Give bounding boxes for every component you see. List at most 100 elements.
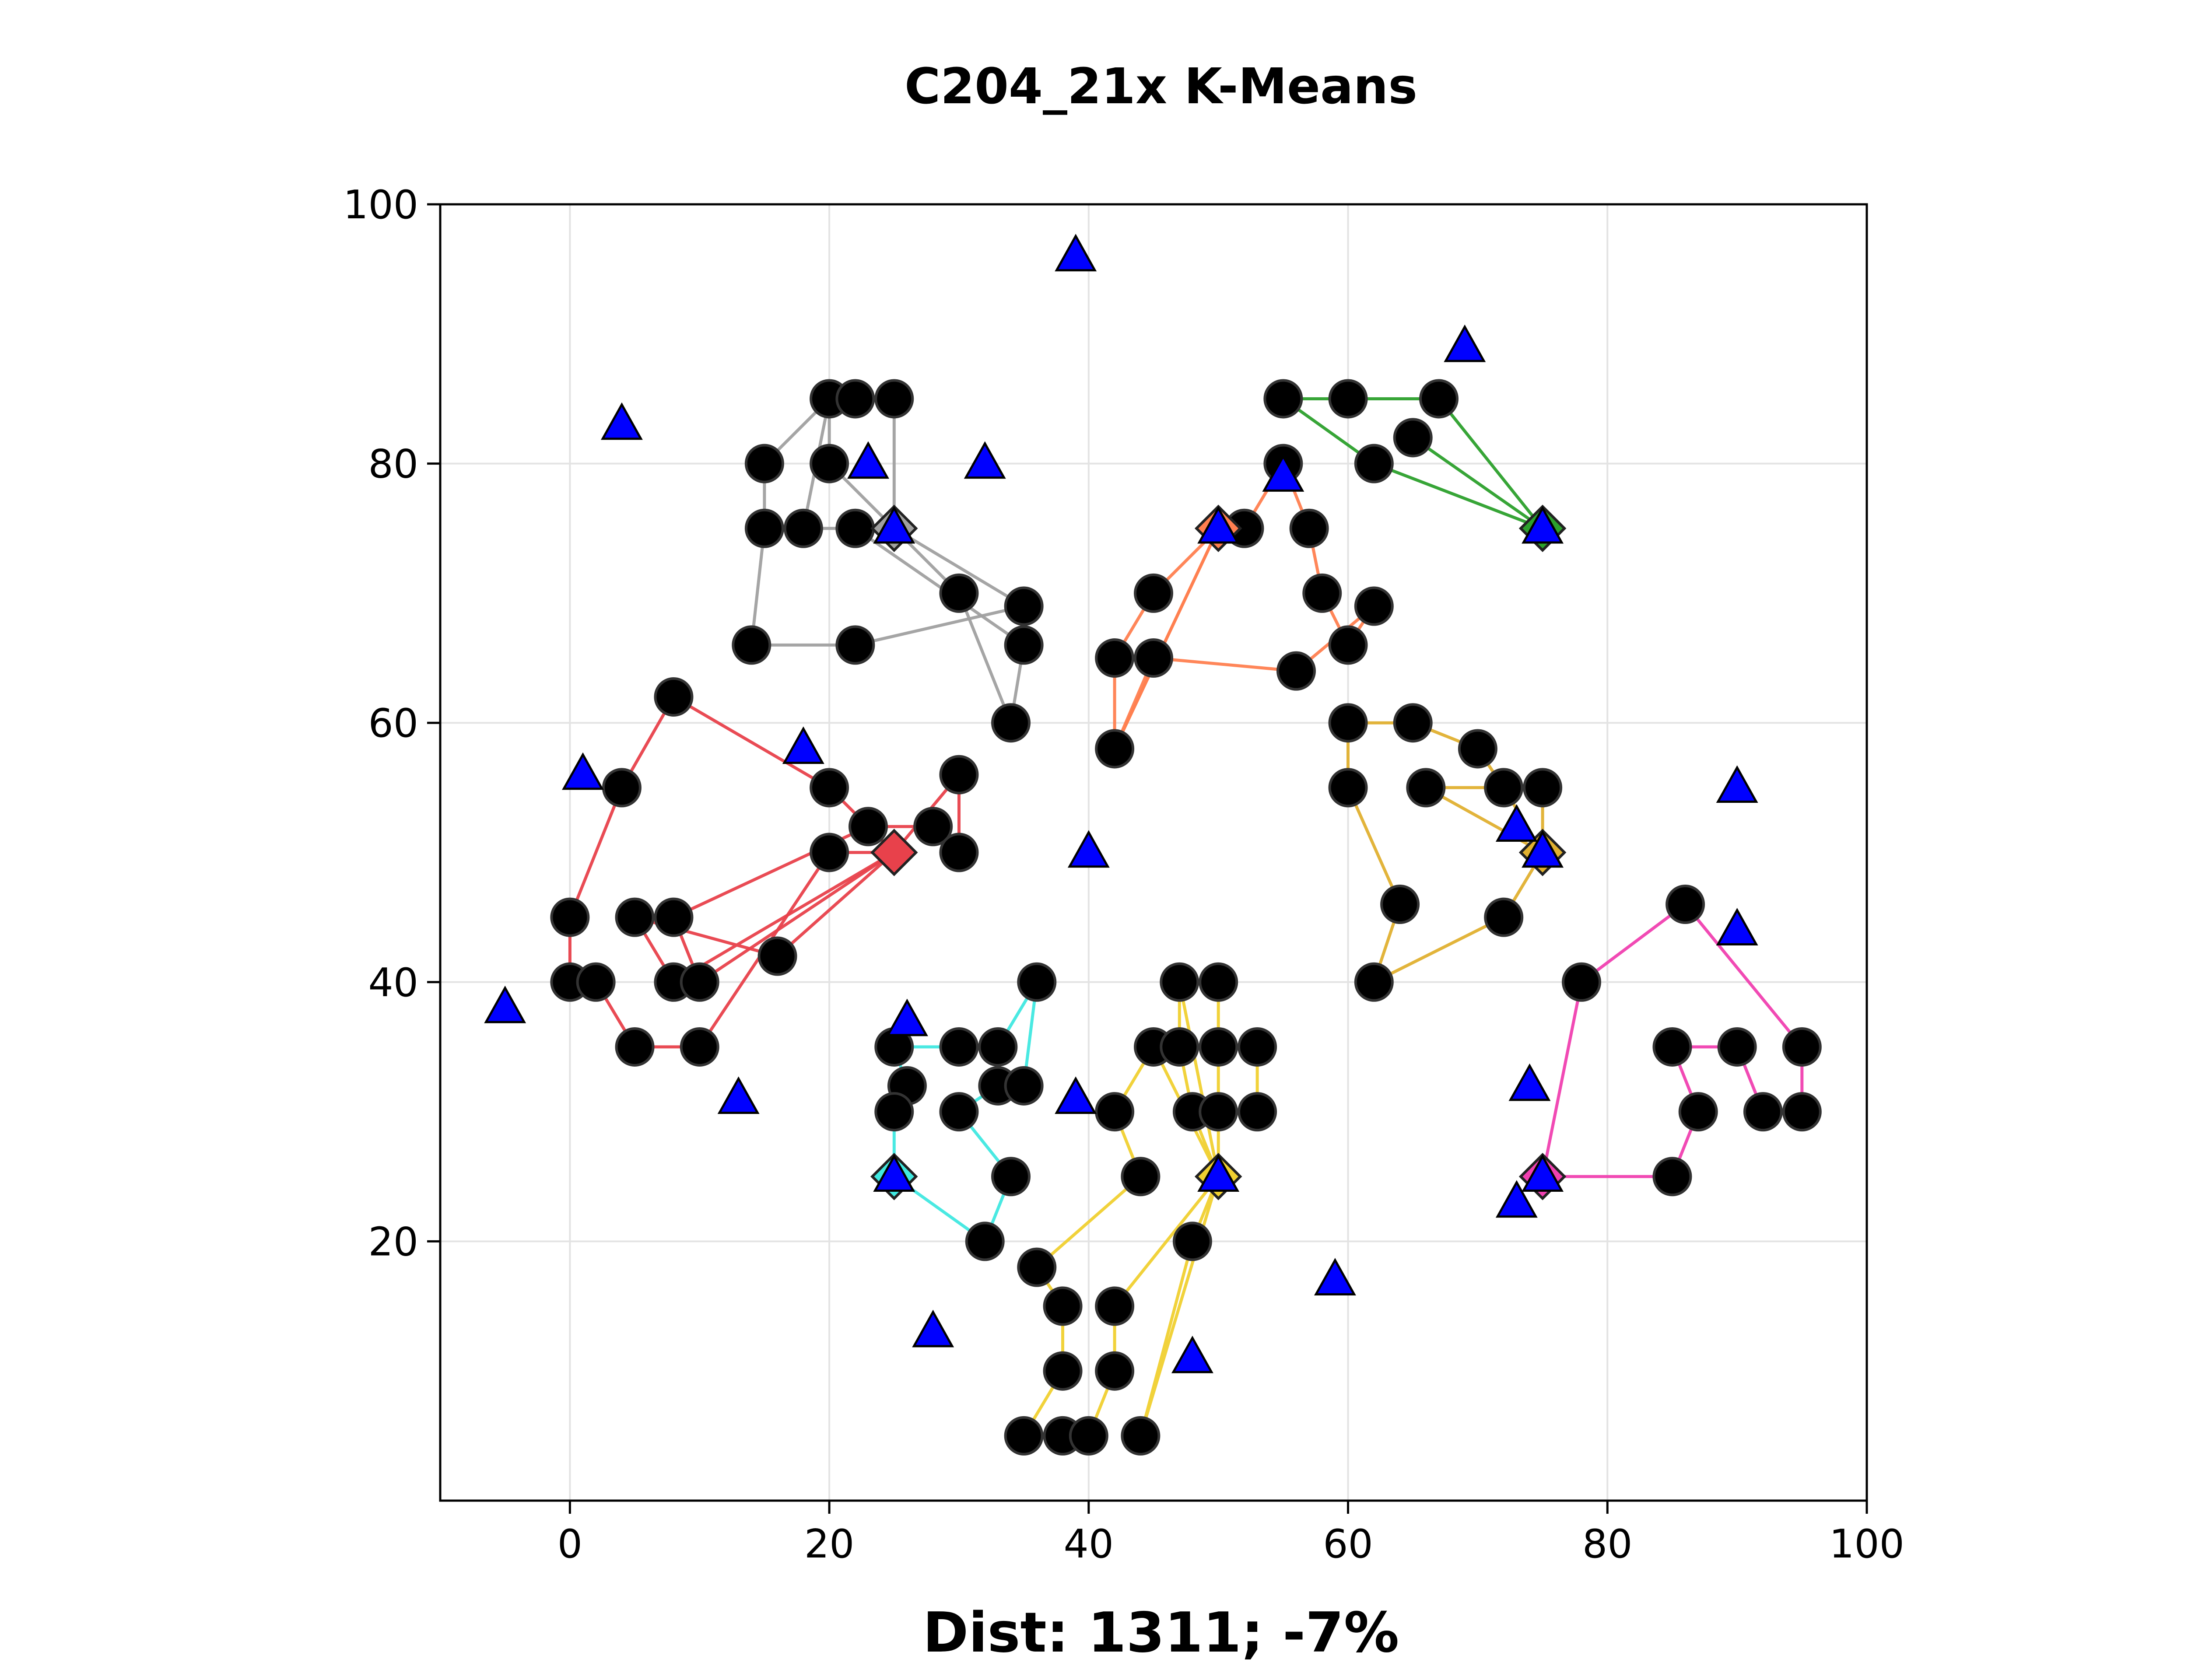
depot-marker (1197, 506, 1240, 544)
route-line (1139, 1176, 1220, 1438)
depot-marker (717, 1076, 760, 1114)
customer-point (1302, 573, 1342, 613)
customer-point (1354, 444, 1394, 483)
customer-point (1523, 768, 1563, 808)
depot-marker (1495, 804, 1538, 842)
customer-point (1328, 625, 1368, 665)
customer-point (1238, 1092, 1277, 1132)
customer-point (732, 625, 771, 665)
customer-point (576, 962, 616, 1002)
customer-point (965, 1222, 1005, 1261)
depot-marker (1508, 1063, 1551, 1101)
depot-marker (600, 402, 643, 440)
depot-marker (1495, 1180, 1538, 1218)
x-axis-label: Dist: 1311; -7% (923, 1600, 1399, 1665)
depot-marker (1055, 1076, 1097, 1114)
customer-point (1095, 638, 1135, 678)
customer-point (1328, 768, 1368, 808)
customer-point (1484, 768, 1524, 808)
x-tick-label: 20 (804, 1521, 855, 1567)
depot-marker (484, 985, 526, 1023)
customer-point (1095, 1286, 1135, 1326)
customer-point (1004, 1416, 1044, 1456)
customer-point (1743, 1092, 1783, 1132)
customer-point (874, 1092, 914, 1132)
customer-point (1199, 1092, 1238, 1132)
customer-point (1354, 962, 1394, 1002)
y-tick-label: 40 (368, 960, 418, 1006)
depot-marker (912, 1309, 954, 1348)
customer-point (602, 768, 642, 808)
depot-marker (1055, 234, 1097, 272)
y-axis-ticks: 20 40 60 80 100 (343, 182, 440, 1265)
customer-point (1652, 1157, 1692, 1197)
customer-point (1666, 885, 1705, 924)
customer-point (757, 936, 797, 976)
customer-point (1095, 1351, 1135, 1391)
x-tick-label: 40 (1064, 1521, 1114, 1567)
customer-point (1069, 1416, 1108, 1456)
customer-point (1160, 962, 1199, 1002)
depot-marker (873, 1154, 915, 1192)
depot-marker (1716, 765, 1758, 803)
depot-marker (1067, 830, 1110, 868)
customer-point (1095, 1092, 1135, 1132)
customer-point (680, 1027, 719, 1067)
customer-point (1380, 885, 1420, 924)
depot-marker (1197, 1154, 1240, 1192)
customer-point (1289, 508, 1329, 548)
customer-point (615, 897, 655, 937)
depot-marker (782, 726, 824, 764)
customer-point (1419, 379, 1459, 419)
customer-point (654, 677, 694, 717)
customer-point (1004, 586, 1044, 626)
chart-title: C204_21x K-Means (905, 58, 1417, 115)
customer-point (1004, 625, 1044, 665)
customer-point (1121, 1157, 1161, 1197)
x-tick-label: 0 (558, 1521, 582, 1567)
customer-point (1652, 1027, 1692, 1067)
depot-marker (1522, 830, 1564, 868)
customer-point (1043, 1351, 1083, 1391)
customer-point (939, 755, 979, 794)
depot-marker (964, 441, 1006, 479)
depot-marker (1716, 908, 1758, 945)
customer-point (1678, 1092, 1718, 1132)
customer-point (1393, 418, 1433, 458)
depot-marker (1262, 454, 1304, 492)
customer-point (1172, 1222, 1212, 1261)
customer-point (939, 833, 979, 872)
customer-point (835, 625, 875, 665)
customer-point (1043, 1286, 1083, 1326)
customer-point (1328, 703, 1368, 743)
customer-point (1238, 1027, 1277, 1067)
customer-point (1328, 379, 1368, 419)
depot-marker (873, 506, 915, 544)
customer-point (1017, 962, 1057, 1002)
customer-point (1134, 573, 1173, 613)
customer-point (615, 1027, 655, 1067)
customer-point (1717, 1027, 1757, 1067)
customer-point (1562, 962, 1601, 1002)
depot-marker (886, 998, 928, 1036)
customer-point (991, 703, 1031, 743)
depot-marker (1314, 1258, 1356, 1295)
depot-marker (1444, 324, 1486, 362)
customer-point (874, 379, 914, 419)
x-axis-ticks: 0 20 40 60 80 100 (558, 1501, 1904, 1567)
customer-point (1406, 768, 1446, 808)
depot-marker (562, 752, 604, 790)
customer-point (1782, 1027, 1822, 1067)
customer-point (1263, 379, 1303, 419)
y-tick-label: 60 (368, 700, 418, 746)
depot-marker (1522, 506, 1564, 544)
route-line (1281, 397, 1544, 530)
cluster-centroid (870, 829, 918, 876)
customer-point (1484, 897, 1524, 937)
depot-marker (1171, 1335, 1213, 1373)
y-tick-label: 100 (343, 182, 418, 228)
customer-point (1199, 1027, 1238, 1067)
customer-points (550, 379, 1822, 1456)
depot-marker (847, 441, 889, 479)
